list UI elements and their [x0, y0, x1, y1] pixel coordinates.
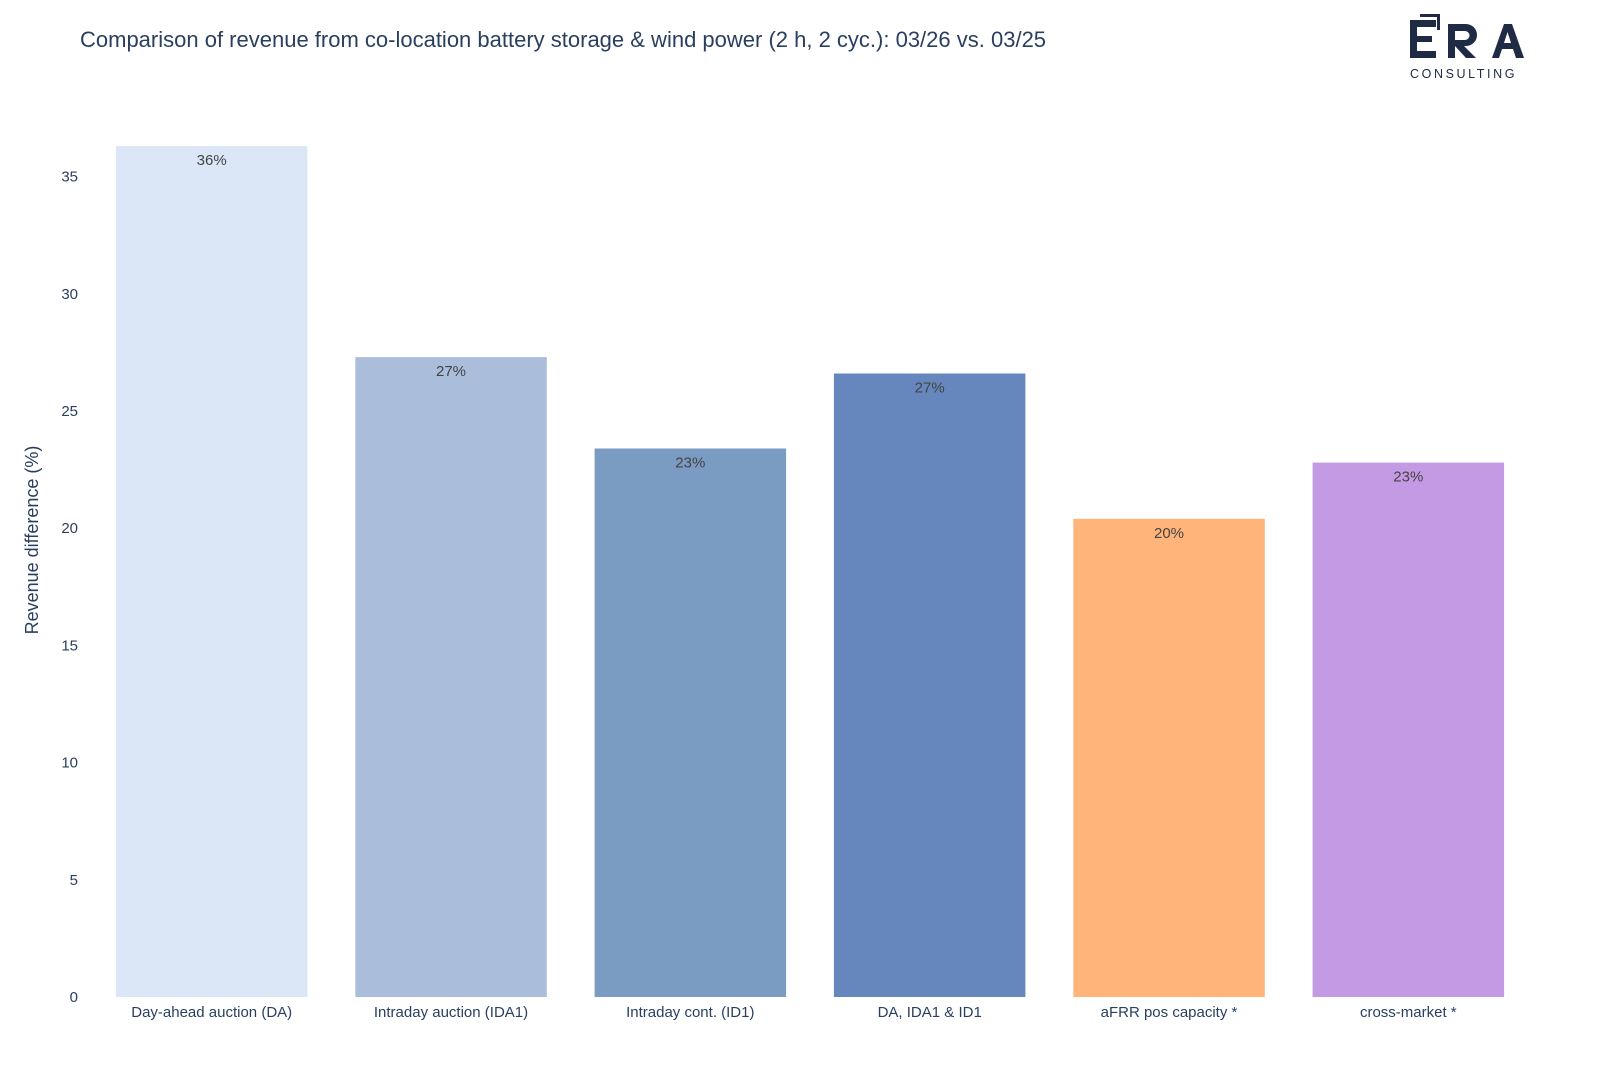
bar-data-label: 23% — [675, 455, 705, 472]
y-tick-label: 5 — [70, 872, 78, 889]
y-tick-label: 35 — [61, 169, 78, 186]
era-consulting-logo: CONSULTING — [1410, 14, 1524, 81]
y-tick-label: 25 — [61, 403, 78, 420]
bar-4 — [833, 373, 1026, 997]
bar-data-label: 27% — [915, 380, 945, 397]
x-tick-label: cross-market * — [1360, 1004, 1457, 1021]
bar-1 — [115, 146, 308, 998]
bar-data-label: 36% — [197, 152, 227, 169]
bar-data-label: 27% — [436, 363, 466, 380]
logo-e-accent-side — [1437, 14, 1440, 30]
bar-data-label: 20% — [1154, 525, 1184, 542]
x-tick-label: aFRR pos capacity * — [1101, 1004, 1238, 1021]
x-tick-label: DA, IDA1 & ID1 — [878, 1004, 982, 1021]
y-tick-label: 15 — [61, 637, 78, 654]
y-tick-label: 10 — [61, 755, 78, 772]
bar-2 — [355, 357, 547, 998]
x-tick-label: Intraday cont. (ID1) — [626, 1004, 754, 1021]
y-tick-label: 30 — [61, 286, 78, 303]
logo-e-mid — [1410, 36, 1432, 42]
chart-title: Comparison of revenue from co-location b… — [80, 27, 1047, 52]
y-tick-label: 20 — [61, 520, 78, 537]
bar-3 — [594, 448, 787, 997]
bar-data-label: 23% — [1393, 469, 1423, 486]
x-tick-label: Day-ahead auction (DA) — [131, 1004, 292, 1021]
bar-6 — [1312, 462, 1505, 998]
logo-subtitle: CONSULTING — [1410, 67, 1517, 81]
logo-r — [1448, 24, 1477, 58]
y-axis-label: Revenue difference (%) — [22, 446, 42, 635]
logo-a — [1492, 24, 1524, 58]
logo-e-bottom — [1410, 51, 1436, 58]
logo-e-top — [1410, 20, 1436, 27]
bar-5 — [1073, 518, 1265, 997]
logo-e-accent — [1420, 14, 1440, 17]
y-tick-label: 0 — [70, 989, 78, 1006]
x-tick-label: Intraday auction (IDA1) — [374, 1004, 528, 1021]
